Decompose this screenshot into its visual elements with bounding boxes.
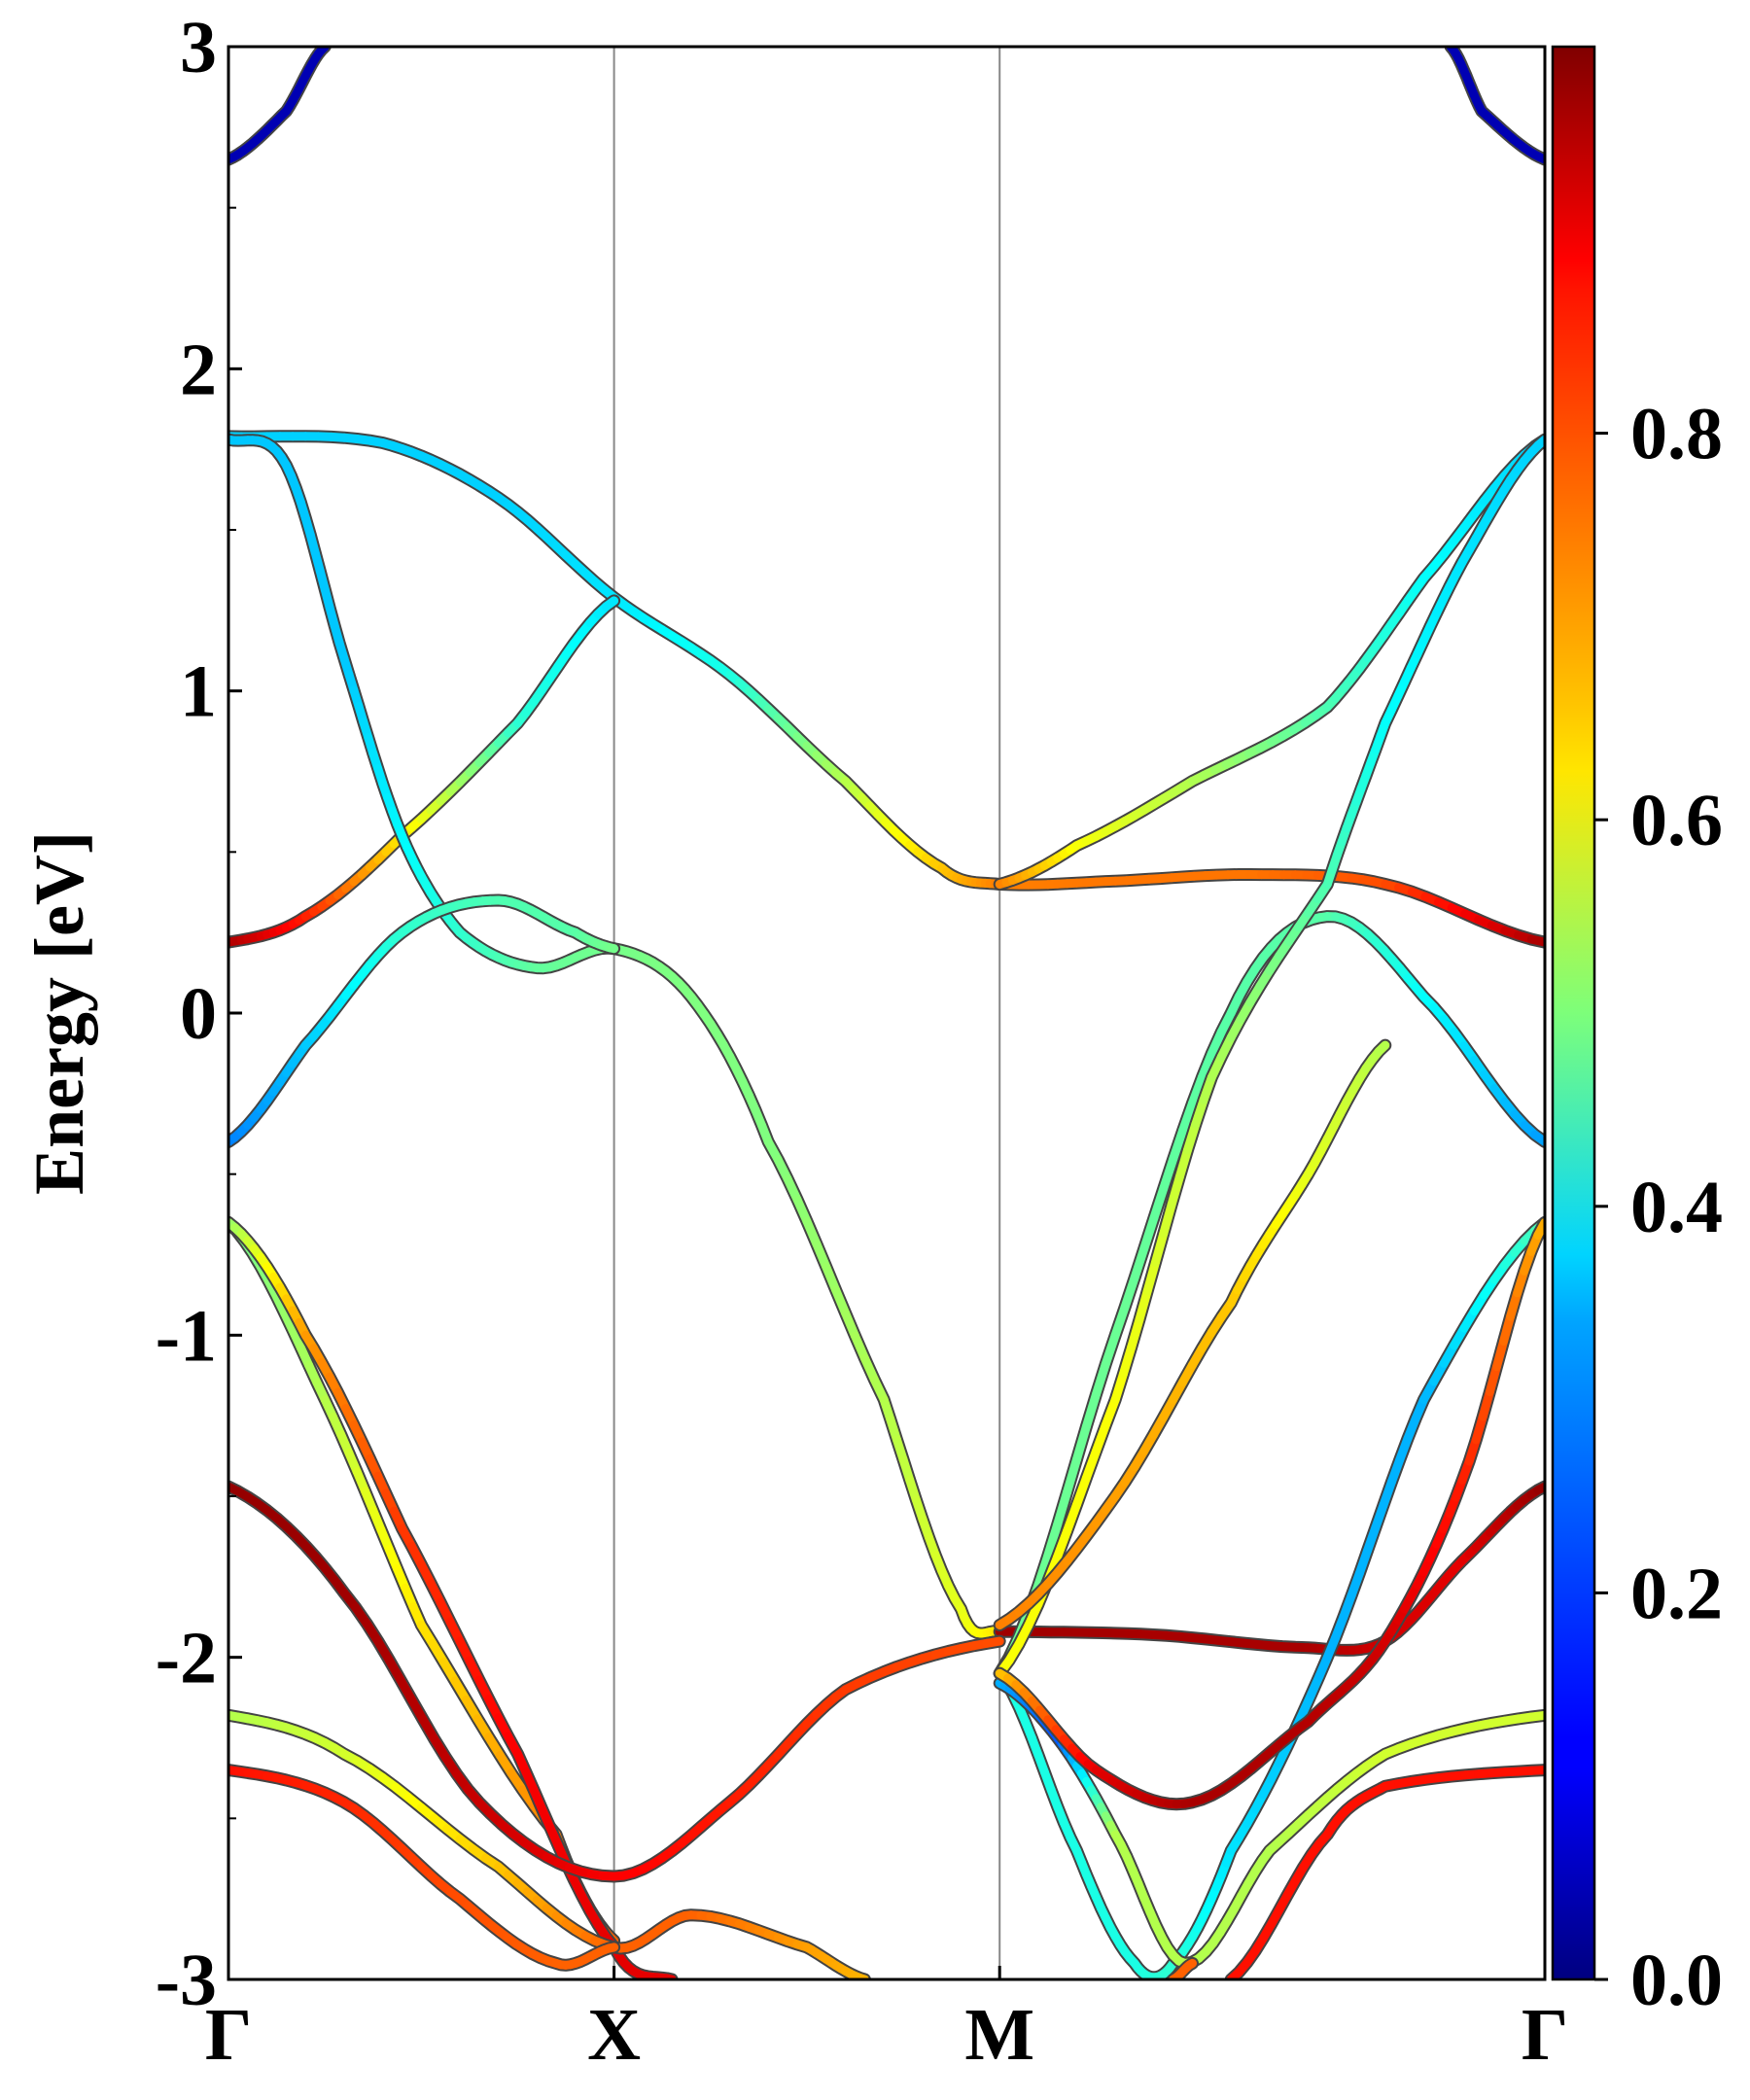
band-series-0 — [228, 47, 332, 166]
band-outline — [993, 1480, 1545, 1657]
band-series-10 — [993, 1038, 1392, 1631]
x-tick-label: M — [964, 1994, 1034, 2076]
band-segment — [1492, 1337, 1509, 1372]
band-series-4 — [228, 433, 1006, 1640]
band-series-14 — [228, 1708, 871, 1979]
band-series-16 — [993, 1215, 1545, 1979]
band-series-3 — [228, 594, 621, 949]
band-segment — [1091, 1420, 1110, 1456]
colorbar-tick-label: 0.4 — [1630, 1167, 1723, 1248]
band-segment — [1053, 1488, 1072, 1529]
band-segment — [1120, 1274, 1139, 1312]
band-series-19 — [1224, 1764, 1545, 1979]
band-segment — [1186, 1958, 1197, 1969]
band-segment — [1149, 1183, 1169, 1223]
y-tick-label: 0 — [180, 973, 217, 1055]
y-tick-label: 3 — [180, 7, 217, 88]
band-segment — [1081, 1389, 1101, 1431]
band-segment — [1110, 1302, 1130, 1340]
colorbar-tick-label: 0.6 — [1630, 780, 1723, 861]
band-series-13 — [228, 1480, 1006, 1883]
band-series-15 — [228, 1764, 621, 1972]
band-segment — [1188, 1072, 1207, 1108]
band-segment — [1130, 1243, 1149, 1282]
band-segment — [1526, 934, 1545, 947]
band-segment — [1183, 1119, 1201, 1155]
band-segment — [605, 1942, 619, 1953]
band-segment — [1081, 1447, 1101, 1483]
colorbar-tick-label: 0.8 — [1630, 394, 1723, 475]
band-segment — [1374, 1040, 1390, 1056]
band-segment — [1526, 1766, 1545, 1775]
band-lines — [228, 47, 1545, 1979]
band-series-18 — [993, 1215, 1545, 1811]
band-segment — [1530, 1130, 1545, 1146]
band-segment — [1053, 1526, 1072, 1561]
y-axis-label: Energy [eV] — [20, 831, 98, 1195]
colorbar-ticks: 0.0 0.2 0.4 0.6 0.8 — [1594, 394, 1723, 2021]
band-series-7 — [993, 433, 1545, 891]
y-tick-label: -1 — [156, 1295, 217, 1377]
band-segment — [1127, 1314, 1144, 1352]
band-segment — [1033, 1551, 1053, 1590]
band-series-6 — [993, 1480, 1545, 1657]
band-segment — [1101, 1395, 1120, 1430]
band-segment — [1091, 1359, 1110, 1399]
band-segment — [1159, 1154, 1178, 1193]
band-segment — [1072, 1421, 1091, 1464]
y-tick-label: -3 — [156, 1940, 217, 2021]
colorbar — [1551, 45, 1596, 1981]
y-tick-label: 1 — [180, 651, 217, 733]
band-segment — [1135, 1286, 1152, 1324]
band-segment — [1167, 1172, 1184, 1209]
x-tick-label: X — [587, 1994, 641, 2076]
band-outline — [993, 1215, 1545, 1811]
band-segment — [1159, 1200, 1176, 1239]
band-segment — [1063, 1500, 1081, 1536]
colorbar-tick-label: 0.2 — [1630, 1553, 1723, 1634]
x-tick-label: Γ — [1522, 1994, 1568, 2076]
band-series-20 — [1167, 1956, 1199, 1979]
band-outline — [228, 893, 621, 1148]
band-segment — [1101, 1330, 1120, 1369]
band-segment — [1526, 1710, 1545, 1722]
y-axis-ticks: 3 2 1 0 -1 -2 -3 — [156, 7, 242, 2021]
colorbar-tick-label: 0.0 — [1630, 1940, 1723, 2021]
band-segment — [1178, 1099, 1197, 1136]
y-tick-label: 2 — [180, 329, 217, 410]
band-segment — [1174, 1145, 1192, 1182]
band-segment — [1142, 1257, 1160, 1296]
band-series-5 — [228, 893, 621, 1148]
band-segment — [1169, 1126, 1188, 1164]
band-segment — [1110, 1369, 1128, 1405]
y-tick-label: -2 — [156, 1618, 217, 1699]
band-segment — [982, 1636, 1004, 1648]
band-series-1 — [1444, 47, 1545, 166]
band-segment — [1043, 1520, 1063, 1560]
band-outline — [228, 594, 621, 949]
band-segment — [606, 943, 619, 954]
band-outline — [993, 433, 1545, 891]
band-segment — [1063, 1454, 1081, 1497]
band-segment — [1139, 1213, 1159, 1253]
band-segment — [1151, 1229, 1169, 1267]
band-segment — [1072, 1473, 1091, 1510]
high-symmetry-lines — [612, 47, 1001, 1979]
band-segment — [1118, 1343, 1137, 1379]
x-tick-label: Γ — [205, 1994, 252, 2076]
band-series-12 — [228, 1215, 679, 1979]
band-outline — [1224, 1764, 1545, 1979]
band-segment — [601, 596, 619, 612]
